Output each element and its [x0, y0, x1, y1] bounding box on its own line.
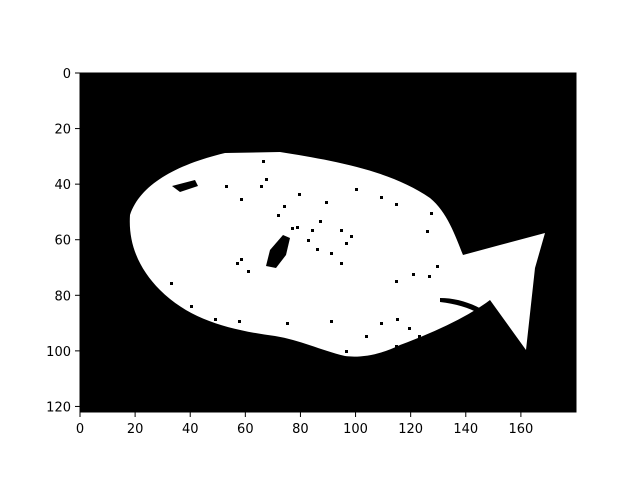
speckle-dot: [240, 198, 243, 201]
gill-slit: [266, 235, 290, 268]
speckle-dot: [214, 318, 217, 321]
axes-frame: [79, 72, 577, 413]
speckle-dot: [355, 188, 358, 191]
speckle-dot: [345, 242, 348, 245]
speckle-dot: [340, 262, 343, 265]
speckle-dot: [340, 229, 343, 232]
x-tick-label: 120: [398, 422, 423, 437]
speckle-dot: [298, 193, 301, 196]
y-tick-label: 100: [46, 345, 71, 360]
speckle-dot: [265, 178, 268, 181]
speckle-dot: [380, 322, 383, 325]
speckle-dot: [291, 227, 294, 230]
speckle-dot: [395, 203, 398, 206]
speckle-dot: [330, 252, 333, 255]
speckle-dot: [311, 229, 314, 232]
speckle-dot: [316, 248, 319, 251]
speckle-dot: [283, 205, 286, 208]
speckle-dot: [408, 327, 411, 330]
speckle-dot: [277, 214, 280, 217]
speckle-dot: [190, 305, 193, 308]
speckle-dot: [225, 185, 228, 188]
y-tick-label: 60: [54, 234, 71, 249]
x-tick-label: 140: [453, 422, 478, 437]
speckle-dot: [345, 350, 348, 353]
speckle-dot: [365, 335, 368, 338]
speckle-dot: [260, 185, 263, 188]
speckle-dot: [380, 196, 383, 199]
y-tick-label: 0: [63, 67, 71, 82]
fish-mask: [129, 152, 545, 357]
speckle-dot: [426, 230, 429, 233]
x-axis: 0 20 40 60 80 100 120 140 160: [76, 412, 533, 437]
speckle-dot: [296, 226, 299, 229]
speckle-dot: [247, 270, 250, 273]
speckle-dot: [238, 320, 241, 323]
x-tick-label: 80: [292, 422, 309, 437]
y-tick-label: 20: [54, 123, 71, 138]
y-tick-label: 80: [54, 289, 71, 304]
speckle-dots: [170, 160, 439, 353]
x-tick-label: 160: [508, 422, 533, 437]
speckle-dot: [412, 273, 415, 276]
speckle-dot: [325, 201, 328, 204]
speckle-dot: [428, 275, 431, 278]
speckle-dot: [330, 320, 333, 323]
speckle-dot: [395, 280, 398, 283]
speckle-dot: [430, 212, 433, 215]
speckle-dot: [396, 318, 399, 321]
x-tick-label: 20: [127, 422, 144, 437]
x-tick-label: 100: [343, 422, 368, 437]
fin-slit: [440, 298, 520, 345]
x-tick-label: 60: [237, 422, 254, 437]
speckle-dot: [286, 322, 289, 325]
speckle-dot: [436, 265, 439, 268]
speckle-dot: [418, 335, 421, 338]
speckle-dot: [350, 235, 353, 238]
fish-body: [129, 152, 545, 357]
x-tick-label: 0: [76, 422, 84, 437]
speckle-dot: [307, 239, 310, 242]
y-axis: 0 20 40 60 80 100 120: [46, 67, 80, 415]
y-tick-label: 120: [46, 400, 71, 415]
eye-speckle: [172, 180, 198, 192]
speckle-dot: [236, 262, 239, 265]
speckle-dot: [170, 282, 173, 285]
y-tick-label: 40: [54, 178, 71, 193]
x-tick-label: 40: [182, 422, 199, 437]
speckle-dot: [262, 160, 265, 163]
speckle-dot: [319, 220, 322, 223]
speckle-dot: [240, 258, 243, 261]
speckle-dot: [395, 345, 398, 348]
